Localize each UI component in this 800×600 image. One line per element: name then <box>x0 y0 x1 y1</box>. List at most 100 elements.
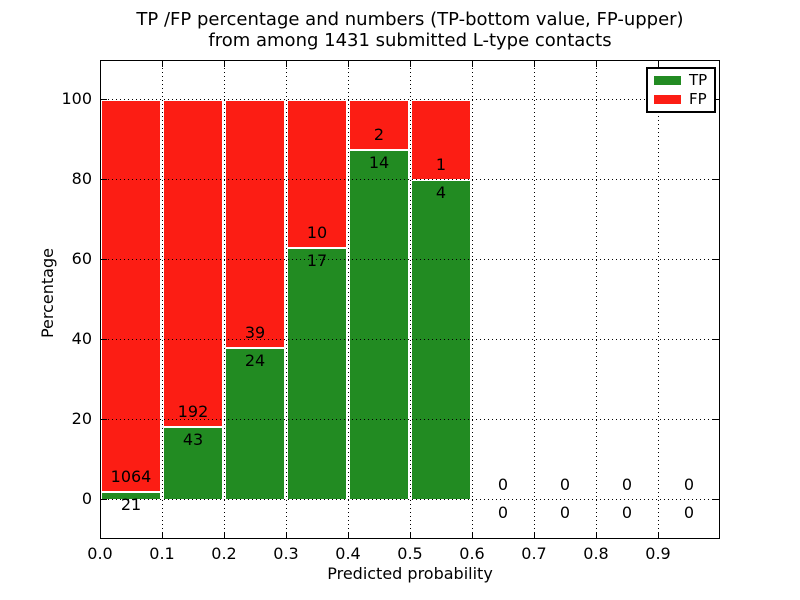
legend-item-fp: FP <box>654 89 708 108</box>
legend: TP FP <box>646 67 716 113</box>
tp-count-label: 0 <box>497 503 509 522</box>
legend-label-tp: TP <box>689 71 708 90</box>
y-tick-mark <box>100 339 107 340</box>
x-tick-mark <box>162 60 163 67</box>
x-tick-mark <box>100 60 101 67</box>
v-gridline <box>472 60 473 538</box>
tp-count-label: 0 <box>683 503 695 522</box>
legend-label-fp: FP <box>689 89 707 108</box>
fp-count-label: 1 <box>435 155 447 174</box>
x-tick-label: 0.7 <box>521 544 547 563</box>
x-tick-mark <box>658 60 659 67</box>
fp-count-label: 0 <box>497 475 509 494</box>
v-gridline <box>534 60 535 538</box>
x-tick-mark <box>410 532 411 539</box>
x-tick-label: 0.8 <box>583 544 609 563</box>
plot-area: 1064 21 192 43 39 24 10 17 2 14 1 4 0 0 0 0 0 0 0 0 <box>100 60 720 539</box>
y-tick-label: 80 <box>71 169 92 188</box>
x-tick-mark <box>534 532 535 539</box>
y-tick-mark <box>713 99 720 100</box>
tp-count-label: 4 <box>435 183 447 202</box>
x-tick-mark <box>286 532 287 539</box>
fp-swatch-icon <box>654 94 681 104</box>
v-gridline <box>224 60 225 538</box>
tp-count-label: 21 <box>120 495 142 515</box>
v-gridline <box>286 60 287 538</box>
y-tick-label: 60 <box>71 249 92 268</box>
fp-count-label: 10 <box>306 223 328 243</box>
bar-fp-segment <box>100 99 162 492</box>
x-tick-mark <box>472 60 473 67</box>
x-tick-mark <box>286 60 287 67</box>
y-tick-mark <box>100 99 107 100</box>
y-tick-mark <box>100 179 107 180</box>
fp-count-label: 0 <box>683 475 695 494</box>
x-tick-mark <box>100 532 101 539</box>
fp-count-label: 39 <box>244 322 266 342</box>
x-tick-mark <box>162 532 163 539</box>
x-tick-label: 0.4 <box>335 544 361 563</box>
bar-fp-segment <box>162 99 224 426</box>
spine-right <box>719 60 720 539</box>
chart-title-line1: TP /FP percentage and numbers (TP-bottom… <box>136 9 684 30</box>
x-tick-label: 0.0 <box>87 544 113 563</box>
v-gridline <box>162 60 163 538</box>
y-tick-label: 40 <box>71 329 92 348</box>
y-tick-mark <box>100 499 107 500</box>
tp-count-label: 24 <box>244 350 266 370</box>
x-axis-label: Predicted probability <box>327 564 493 583</box>
spine-left <box>100 60 101 539</box>
x-tick-label: 0.3 <box>273 544 299 563</box>
bar-fp-segment <box>410 99 472 179</box>
x-tick-label: 0.1 <box>149 544 175 563</box>
chart-title: TP /FP percentage and numbers (TP-bottom… <box>100 9 720 51</box>
y-tick-label: 20 <box>71 409 92 428</box>
y-tick-mark <box>713 419 720 420</box>
fp-count-label: 192 <box>177 401 209 421</box>
bar-tp-segment <box>162 425 224 499</box>
x-tick-mark <box>596 532 597 539</box>
bar-fp-segment <box>224 99 286 347</box>
x-tick-mark <box>224 60 225 67</box>
x-tick-label: 0.9 <box>645 544 671 563</box>
chart-title-line2: from among 1431 submitted L-type contact… <box>208 30 612 51</box>
tp-count-label: 43 <box>182 429 204 449</box>
bar-tp-segment <box>348 149 410 499</box>
y-tick-mark <box>100 419 107 420</box>
x-tick-label: 0.6 <box>459 544 485 563</box>
x-tick-mark <box>534 60 535 67</box>
y-axis-label: Percentage <box>38 248 57 339</box>
x-tick-mark <box>410 60 411 67</box>
x-tick-label: 0.5 <box>397 544 423 563</box>
y-tick-label: 0 <box>81 489 92 508</box>
x-tick-mark <box>596 60 597 67</box>
x-tick-mark <box>348 532 349 539</box>
tp-swatch-icon <box>654 76 681 86</box>
bar-fp-segment <box>348 99 410 149</box>
bar-fp-segment <box>286 99 348 248</box>
x-tick-mark <box>348 60 349 67</box>
tp-count-label: 14 <box>368 153 390 172</box>
x-tick-mark <box>658 532 659 539</box>
y-tick-mark <box>713 339 720 340</box>
y-tick-mark <box>100 259 107 260</box>
tp-count-label: 17 <box>306 251 328 271</box>
fp-count-label: 0 <box>559 475 571 494</box>
bar-tp-segment <box>224 346 286 499</box>
fp-count-label: 1064 <box>110 467 152 487</box>
v-gridline <box>596 60 597 538</box>
x-tick-label: 0.2 <box>211 544 237 563</box>
x-tick-mark <box>224 532 225 539</box>
fp-count-label: 0 <box>621 475 633 494</box>
bar-tp-segment <box>100 491 162 499</box>
tp-count-label: 0 <box>621 503 633 522</box>
v-gridline <box>658 60 659 538</box>
y-tick-mark <box>713 179 720 180</box>
y-tick-mark <box>713 259 720 260</box>
x-tick-mark <box>472 532 473 539</box>
y-tick-label: 100 <box>61 89 92 108</box>
v-gridline <box>348 60 349 538</box>
legend-item-tp: TP <box>654 73 708 88</box>
fp-count-label: 2 <box>373 125 385 144</box>
